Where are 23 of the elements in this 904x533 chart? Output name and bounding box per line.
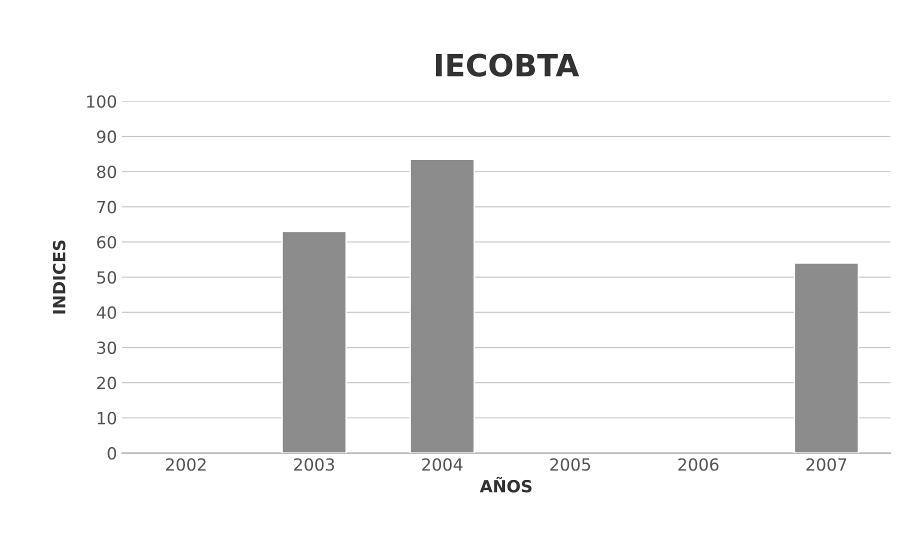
y-tick-label: 40 — [96, 306, 116, 319]
x-tick-label: 2004 — [422, 458, 462, 471]
y-tick-label: 100 — [87, 95, 116, 108]
x-tick-label: 2006 — [678, 458, 718, 471]
y-tick-label: 60 — [97, 236, 116, 249]
x-axis-title: AÑOS — [480, 476, 532, 492]
chart-title: IECOBTA — [436, 54, 580, 77]
y-tick-label: 10 — [98, 412, 116, 424]
bar — [409, 158, 475, 454]
x-tick-label: 2005 — [550, 458, 590, 471]
y-tick-label: 70 — [97, 200, 116, 214]
y-tick-label: 50 — [97, 271, 116, 284]
x-tick-label: 2007 — [806, 458, 846, 471]
y-tick-label: 0 — [108, 447, 116, 460]
y-axis-title: INDICES — [52, 240, 66, 314]
y-tick-label: 80 — [97, 166, 116, 178]
bar — [281, 230, 347, 454]
y-tick-label: 30 — [97, 341, 116, 354]
bar — [794, 262, 860, 454]
x-tick-label: 2003 — [294, 458, 334, 471]
x-tick-label: 2002 — [166, 458, 206, 471]
y-tick-label: 20 — [97, 376, 116, 390]
y-tick-label: 90 — [97, 130, 116, 144]
